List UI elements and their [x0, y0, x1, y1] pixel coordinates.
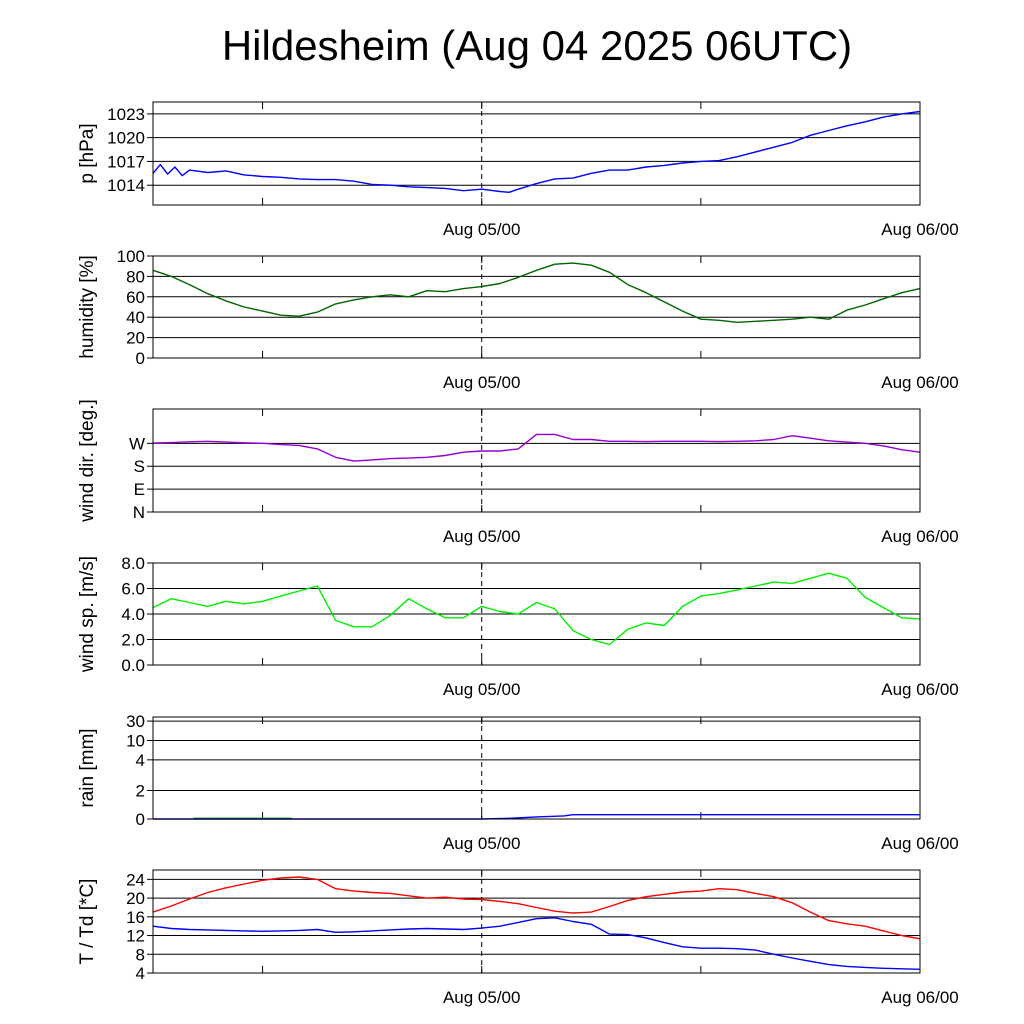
- ytick-label-pressure: 1020: [107, 129, 145, 148]
- ytick-label-wind_speed: 2.0: [121, 631, 145, 650]
- xtick-label-humidity: Aug 06/00: [881, 373, 959, 392]
- frame-pressure: [152, 101, 921, 206]
- ytick-label-pressure: 1014: [107, 176, 145, 195]
- series-line-pressure-pressure: [152, 110, 921, 194]
- series-line-wind_dir-wind_dir: [152, 433, 921, 462]
- ytick-label-rain: 0: [136, 810, 145, 829]
- ytick-label-wind_dir: E: [134, 480, 145, 499]
- ytick-label-rain: 30: [126, 712, 145, 731]
- xtick-label-temperature: Aug 06/00: [881, 988, 959, 1007]
- ytick-label-pressure: 1017: [107, 152, 145, 171]
- ytick-label-humidity: 40: [126, 308, 145, 327]
- ytick-label-humidity: 20: [126, 329, 145, 348]
- xtick-label-humidity: Aug 05/00: [443, 373, 521, 392]
- ytick-label-wind_speed: 6.0: [121, 580, 145, 599]
- ytick-label-temperature: 12: [126, 927, 145, 946]
- ytick-label-wind_dir: W: [129, 434, 145, 453]
- frame-wind_speed: [152, 562, 921, 666]
- ytick-label-wind_speed: 8.0: [121, 554, 145, 573]
- series-line-rain-rain_b: [153, 814, 920, 820]
- ytick-label-temperature: 20: [126, 889, 145, 908]
- xtick-label-wind_dir: Aug 06/00: [881, 527, 959, 546]
- series-line-temperature-temperature: [152, 876, 921, 940]
- xtick-label-wind_dir: Aug 05/00: [443, 527, 521, 546]
- ytick-label-rain: 10: [126, 731, 145, 750]
- ytick-label-temperature: 24: [126, 870, 145, 889]
- ytick-label-temperature: 8: [136, 945, 145, 964]
- frame-humidity: [152, 255, 921, 359]
- frame-wind_dir: [152, 408, 921, 513]
- xtick-label-wind_speed: Aug 05/00: [443, 680, 521, 699]
- ylabel-pressure: p [hPa]: [77, 123, 98, 183]
- ytick-label-humidity: 100: [117, 247, 145, 266]
- xtick-label-rain: Aug 06/00: [881, 834, 959, 853]
- ytick-label-wind_dir: N: [133, 503, 145, 522]
- series-line-humidity-humidity: [152, 262, 921, 323]
- ytick-label-temperature: 4: [136, 964, 145, 983]
- ylabel-humidity: humidity [%]: [77, 255, 98, 358]
- xtick-label-pressure: Aug 05/00: [443, 220, 521, 239]
- xtick-label-rain: Aug 05/00: [443, 834, 521, 853]
- chart-title: Hildesheim (Aug 04 2025 06UTC): [221, 22, 853, 69]
- ytick-label-temperature: 16: [126, 908, 145, 927]
- xtick-label-pressure: Aug 06/00: [881, 220, 959, 239]
- panel-pressure: 1014 1017 1020 1023 Aug 05/00 Aug 06/00 p [hPa…: [77, 101, 959, 239]
- xtick-label-temperature: Aug 05/00: [443, 988, 521, 1007]
- ytick-label-rain: 2: [136, 781, 145, 800]
- ylabel-rain: rain [mm]: [77, 728, 98, 807]
- series-line-wind_speed-wind_speed: [152, 572, 921, 646]
- ylabel-temperature: T / Td [*C]: [77, 879, 98, 965]
- ylabel-wind_dir: wind dir. [deg.]: [77, 399, 98, 523]
- panel-wind_speed: 0.0 2.0 4.0 6.0 8.0 Aug 05/00 Aug 06/00 wind sp…: [77, 554, 959, 699]
- ylabel-wind_speed: wind sp. [m/s]: [77, 556, 98, 673]
- ytick-label-humidity: 80: [126, 267, 145, 286]
- ytick-label-humidity: 60: [126, 288, 145, 307]
- ytick-label-wind_speed: 4.0: [121, 605, 145, 624]
- frame-temperature: [152, 869, 921, 974]
- series-line-temperature-dewpoint: [152, 917, 921, 970]
- ytick-label-wind_dir: S: [134, 457, 145, 476]
- ytick-label-wind_speed: 0.0: [121, 656, 145, 675]
- ytick-label-humidity: 0: [136, 349, 145, 368]
- ytick-label-rain: 4: [136, 751, 145, 770]
- xtick-label-wind_speed: Aug 06/00: [881, 680, 959, 699]
- ytick-label-pressure: 1023: [107, 105, 145, 124]
- frame-rain: [152, 716, 921, 820]
